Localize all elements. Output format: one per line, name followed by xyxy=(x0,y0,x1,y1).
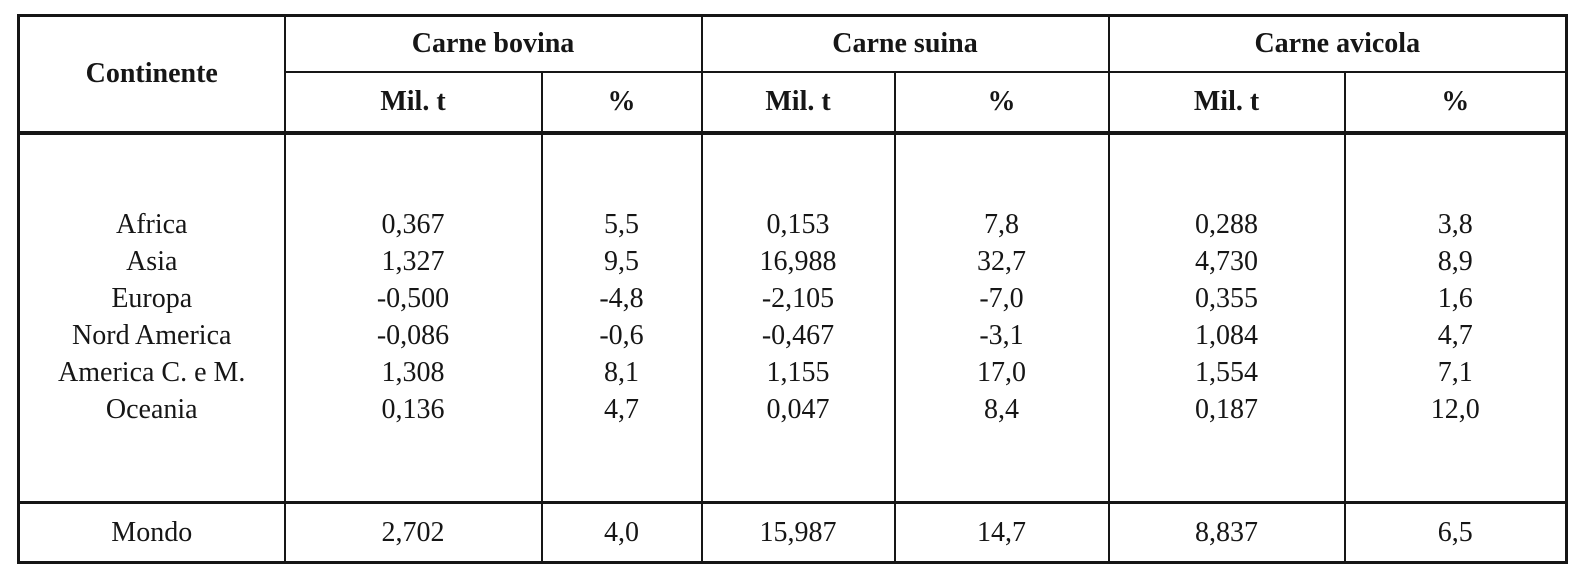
cell-suina-mil-t: 16,988 xyxy=(700,243,896,281)
cell-avicola-mil-t: 1,554 xyxy=(1107,354,1346,392)
table-row-europa: Europa -0,500 -4,8 -2,105 -7,0 0,355 1,6 xyxy=(17,280,1568,318)
cell-bovina-percent: 9,5 xyxy=(540,243,703,281)
cell-suina-mil-t: 0,047 xyxy=(700,391,896,429)
subheader-avicola-mil-t: Mil. t xyxy=(1107,71,1346,135)
continent-label: Europa xyxy=(17,280,286,318)
cell-suina-mil-t: -0,467 xyxy=(700,317,896,355)
subheader-bovina-mil-t: Mil. t xyxy=(283,71,543,135)
cell-suina-percent: 17,0 xyxy=(893,354,1110,392)
continent-label: Nord America xyxy=(17,317,286,355)
cell-suina-percent: -7,0 xyxy=(893,280,1110,318)
cell-bovina-percent: -0,6 xyxy=(540,317,703,355)
spacer-row xyxy=(17,132,1568,207)
table-header: Continente Carne bovina Carne suina Carn… xyxy=(17,15,1568,135)
continent-label: Oceania xyxy=(17,391,286,429)
cell-avicola-mil-t: 0,288 xyxy=(1107,206,1346,244)
total-bovina-mil-t: 2,702 xyxy=(283,501,543,563)
spacer-row xyxy=(17,428,1568,504)
continent-label: Africa xyxy=(17,206,286,244)
cell-bovina-percent: -4,8 xyxy=(540,280,703,318)
cell-bovina-mil-t: -0,500 xyxy=(283,280,543,318)
header-sub-row: Mil. t % Mil. t % Mil. t % xyxy=(19,71,1568,135)
subheader-avicola-percent: % xyxy=(1343,71,1568,135)
col-group-carne-avicola: Carne avicola xyxy=(1107,15,1568,73)
cell-avicola-mil-t: 4,730 xyxy=(1107,243,1346,281)
cell-suina-percent: 32,7 xyxy=(893,243,1110,281)
table-row-oceania: Oceania 0,136 4,7 0,047 8,4 0,187 12,0 xyxy=(17,391,1568,429)
table-body: Africa 0,367 5,5 0,153 7,8 0,288 3,8 Asi… xyxy=(17,132,1568,504)
subheader-suina-percent: % xyxy=(893,71,1110,135)
header-group-row: Continente Carne bovina Carne suina Carn… xyxy=(17,15,1568,135)
cell-bovina-mil-t: -0,086 xyxy=(283,317,543,355)
cell-bovina-mil-t: 0,367 xyxy=(283,206,543,244)
cell-avicola-percent: 8,9 xyxy=(1343,243,1568,281)
table-footer: Mondo 2,702 4,0 15,987 14,7 8,837 6,5 xyxy=(17,501,1568,563)
table-row-nord-america: Nord America -0,086 -0,6 -0,467 -3,1 1,0… xyxy=(17,317,1568,355)
total-avicola-mil-t: 8,837 xyxy=(1107,501,1346,563)
cell-avicola-mil-t: 1,084 xyxy=(1107,317,1346,355)
table-row-america-c-e-m: America C. e M. 1,308 8,1 1,155 17,0 1,5… xyxy=(17,354,1568,392)
cell-bovina-percent: 8,1 xyxy=(540,354,703,392)
subheader-suina-mil-t: Mil. t xyxy=(700,71,896,135)
table-row-africa: Africa 0,367 5,5 0,153 7,8 0,288 3,8 xyxy=(17,206,1568,244)
cell-suina-mil-t: 0,153 xyxy=(700,206,896,244)
col-header-continente: Continente xyxy=(17,15,286,135)
cell-avicola-percent: 4,7 xyxy=(1343,317,1568,355)
continent-label: Asia xyxy=(17,243,286,281)
cell-avicola-percent: 3,8 xyxy=(1343,206,1568,244)
total-suina-percent: 14,7 xyxy=(893,501,1110,563)
cell-avicola-mil-t: 0,187 xyxy=(1107,391,1346,429)
cell-avicola-percent: 12,0 xyxy=(1343,391,1568,429)
cell-avicola-percent: 1,6 xyxy=(1343,280,1568,318)
cell-bovina-mil-t: 1,327 xyxy=(283,243,543,281)
total-bovina-percent: 4,0 xyxy=(540,501,703,563)
cell-suina-percent: 7,8 xyxy=(893,206,1110,244)
cell-bovina-percent: 4,7 xyxy=(540,391,703,429)
col-group-carne-suina: Carne suina xyxy=(700,15,1110,73)
total-avicola-percent: 6,5 xyxy=(1343,501,1568,563)
cell-suina-mil-t: -2,105 xyxy=(700,280,896,318)
total-suina-mil-t: 15,987 xyxy=(700,501,896,563)
cell-bovina-percent: 5,5 xyxy=(540,206,703,244)
cell-avicola-percent: 7,1 xyxy=(1343,354,1568,392)
cell-avicola-mil-t: 0,355 xyxy=(1107,280,1346,318)
subheader-bovina-percent: % xyxy=(540,71,703,135)
cell-bovina-mil-t: 0,136 xyxy=(283,391,543,429)
total-label: Mondo xyxy=(17,501,286,563)
table-row-asia: Asia 1,327 9,5 16,988 32,7 4,730 8,9 xyxy=(17,243,1568,281)
cell-bovina-mil-t: 1,308 xyxy=(283,354,543,392)
cell-suina-percent: 8,4 xyxy=(893,391,1110,429)
meat-production-by-continent-table: Continente Carne bovina Carne suina Carn… xyxy=(17,14,1569,564)
table-row-mondo: Mondo 2,702 4,0 15,987 14,7 8,837 6,5 xyxy=(17,501,1568,563)
continent-label: America C. e M. xyxy=(17,354,286,392)
col-group-carne-bovina: Carne bovina xyxy=(283,15,703,73)
cell-suina-percent: -3,1 xyxy=(893,317,1110,355)
cell-suina-mil-t: 1,155 xyxy=(700,354,896,392)
